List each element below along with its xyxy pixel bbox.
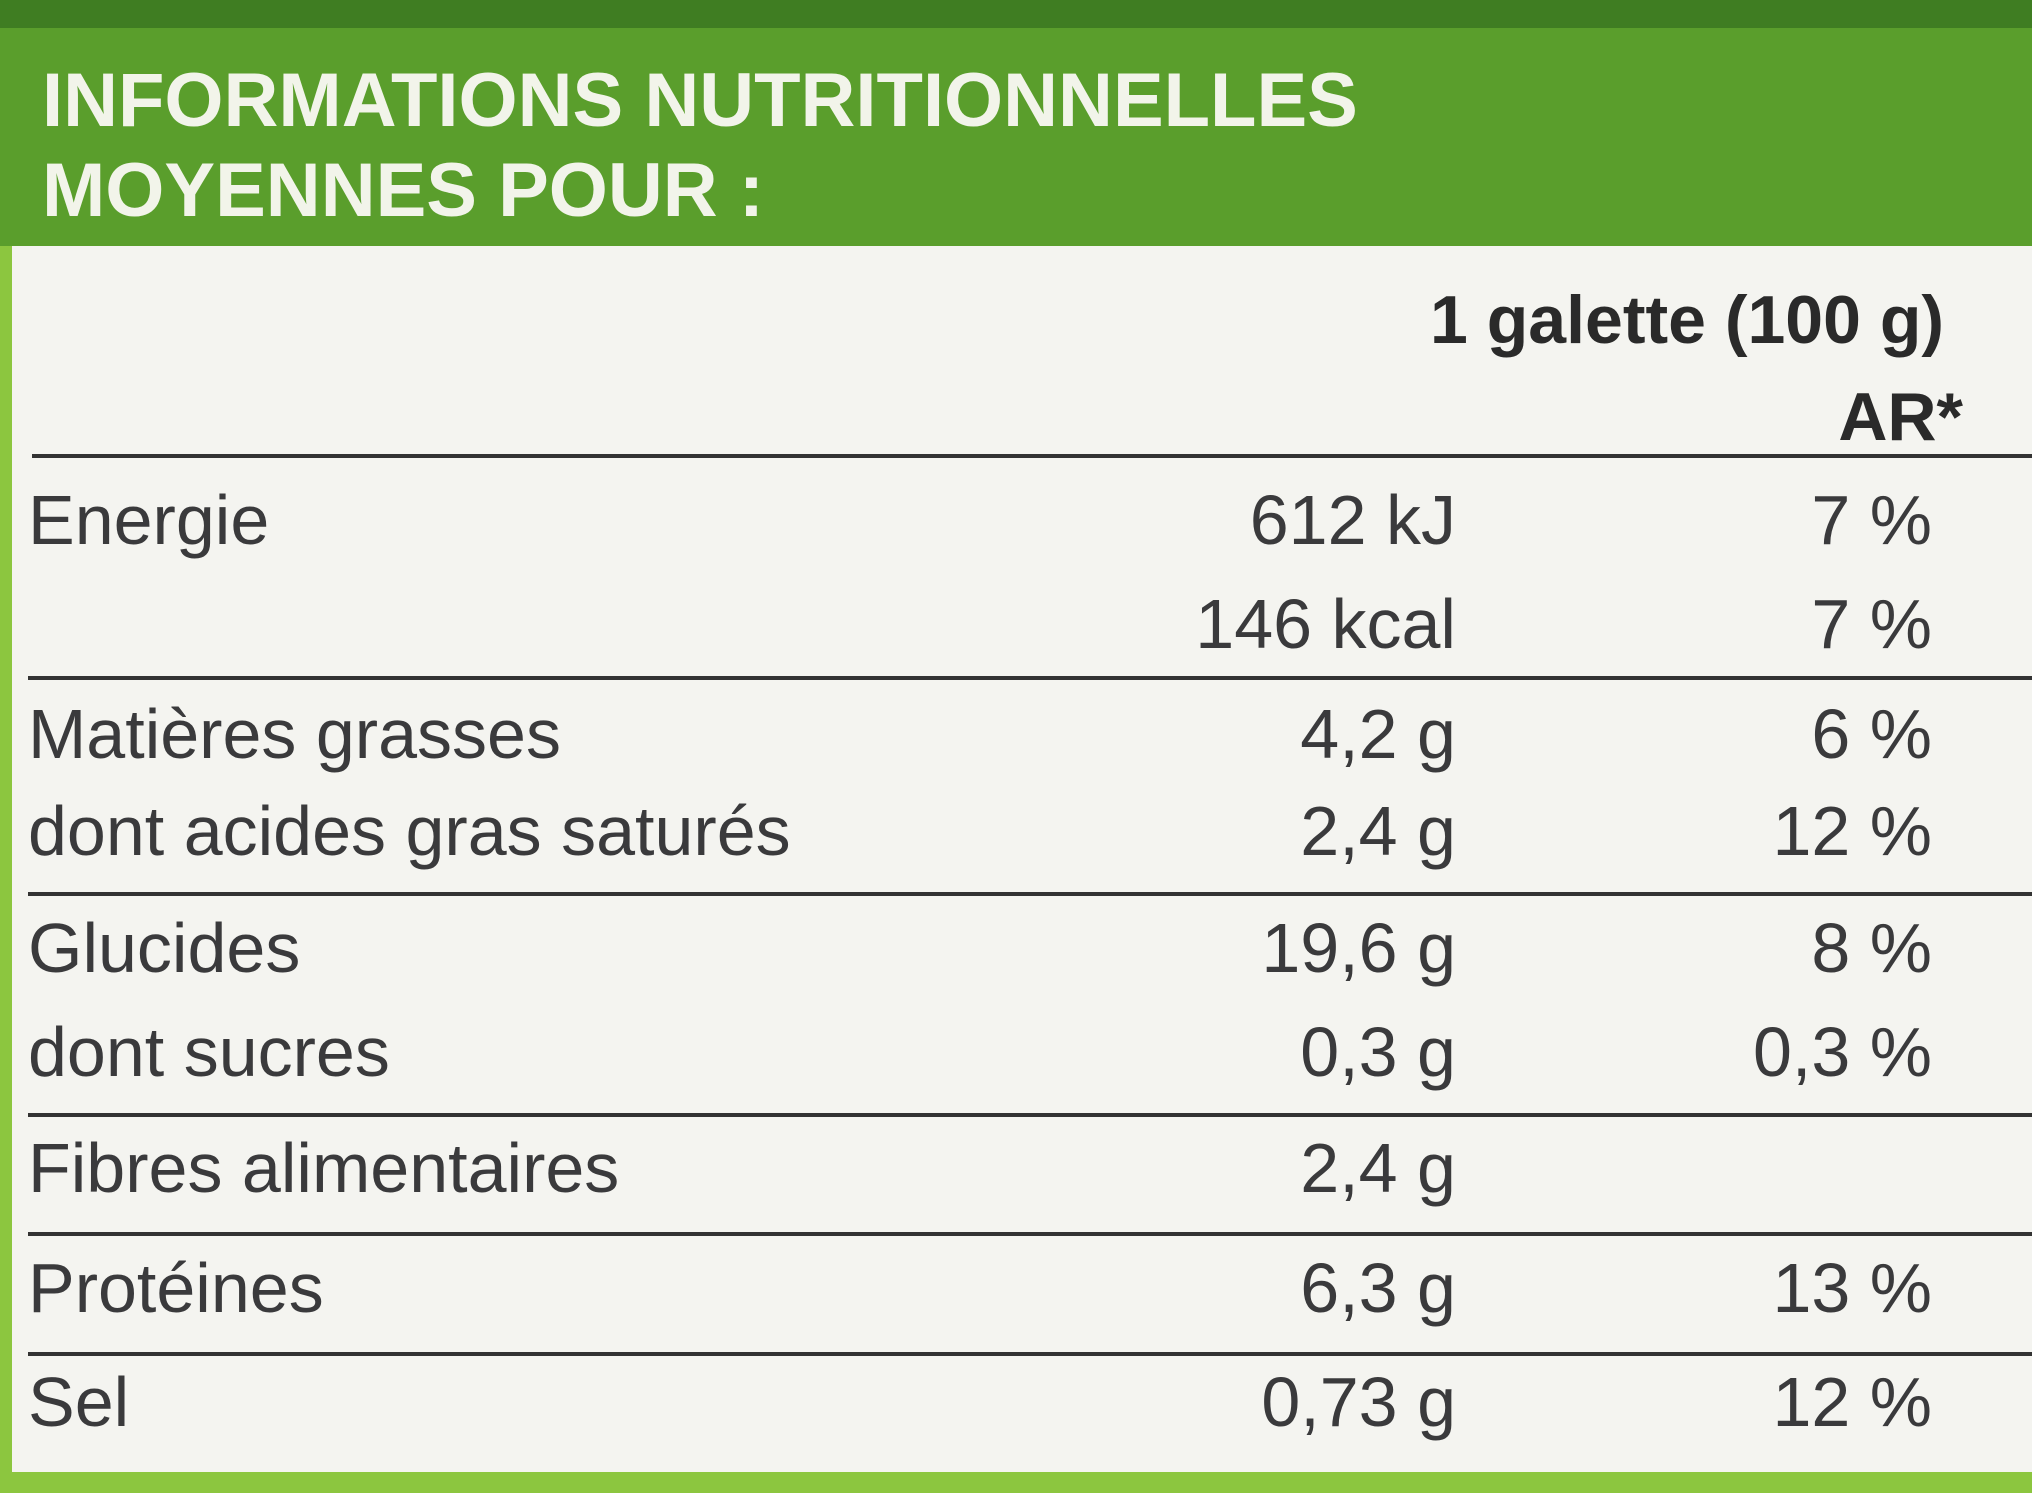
amount: 6,3 g: [1300, 1249, 1456, 1327]
header-band: [0, 28, 2032, 246]
reference-intake: 7 %: [1811, 585, 1932, 663]
row-label: dont acides gras saturés: [28, 792, 791, 870]
top-border: [0, 0, 2032, 28]
column-header: AR*: [1838, 379, 1963, 455]
reference-intake: 12 %: [1772, 1363, 1932, 1441]
row-label: Sel: [28, 1363, 129, 1441]
reference-intake: 13 %: [1772, 1249, 1932, 1327]
column-header: 1 galette (100 g): [1430, 282, 1944, 358]
reference-intake: 8 %: [1811, 909, 1932, 987]
row-label: Glucides: [28, 909, 300, 987]
amount: 19,6 g: [1261, 909, 1456, 987]
amount: 4,2 g: [1300, 695, 1456, 773]
reference-intake: 12 %: [1772, 792, 1932, 870]
row-label: Protéines: [28, 1249, 324, 1327]
reference-intake: 6 %: [1811, 695, 1932, 773]
row-label: Fibres alimentaires: [28, 1129, 619, 1207]
amount: 0,73 g: [1261, 1363, 1456, 1441]
reference-intake: 7 %: [1811, 481, 1932, 559]
amount: 612 kJ: [1250, 481, 1456, 559]
amount: 2,4 g: [1300, 1129, 1456, 1207]
reference-intake: 0,3 %: [1753, 1013, 1932, 1091]
row-label: Matières grasses: [28, 695, 561, 773]
amount: 0,3 g: [1300, 1013, 1456, 1091]
table-panel: [12, 246, 2032, 1472]
row-label: dont sucres: [28, 1013, 390, 1091]
amount: 146 kcal: [1195, 585, 1456, 663]
amount: 2,4 g: [1300, 792, 1456, 870]
title-line: MOYENNES POUR :: [42, 148, 764, 233]
title-line: INFORMATIONS NUTRITIONNELLES: [42, 58, 1358, 143]
row-label: Energie: [28, 481, 269, 559]
